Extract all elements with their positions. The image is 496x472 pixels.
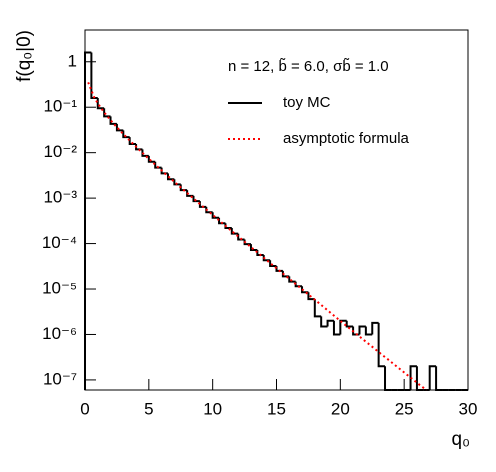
histogram-bin (384, 366, 392, 391)
x-axis-label: q₀ (452, 429, 470, 450)
histogram-bin (173, 179, 181, 186)
histogram-bin (166, 173, 175, 181)
histogram-bin (428, 365, 437, 390)
x-tick-label: 20 (331, 399, 350, 418)
y-axis-label: f(q₀|0) (14, 30, 35, 82)
histogram-bin (326, 319, 334, 327)
histogram-bin (122, 130, 130, 139)
histogram-bin (224, 223, 232, 230)
histogram-bin (435, 366, 443, 391)
histogram-bin (307, 292, 315, 301)
histogram-bin (332, 320, 341, 336)
histogram-bin (415, 366, 424, 391)
x-tick-label: 30 (459, 399, 478, 418)
histogram-bin (192, 195, 200, 203)
histogram-bin (345, 320, 354, 328)
histogram-bin (313, 299, 322, 318)
histogram-bin (103, 108, 111, 118)
histogram-bin (115, 123, 124, 132)
x-tick-label: 5 (144, 399, 153, 418)
histogram-bin (147, 155, 156, 163)
histogram-bin (364, 326, 373, 336)
histogram-bin (109, 116, 117, 125)
y-tick-label: 10⁻³ (43, 188, 77, 207)
histogram-bin (269, 260, 277, 268)
annotation: n = 12, b̃ = 6.0, σb̃ = 1.0 (228, 57, 389, 74)
histogram-bin (84, 51, 92, 390)
plot-frame (84, 29, 469, 391)
legend-label: asymptotic formula (283, 130, 410, 147)
histogram-bin (288, 276, 296, 283)
x-tick-label: 15 (267, 399, 286, 418)
histogram-bin (320, 316, 328, 328)
y-tick-label: 10⁻⁶ (42, 324, 77, 343)
histogram-bin (371, 321, 379, 335)
histogram-bin (90, 52, 98, 99)
histogram-bin (249, 244, 258, 252)
histogram-bin (339, 319, 347, 335)
formula-curve (87, 81, 428, 391)
y-tick-label: 10⁻⁴ (42, 233, 77, 252)
x-tick-label: 0 (80, 399, 89, 418)
histogram-bin (211, 212, 220, 219)
y-tick-label: 10⁻² (43, 142, 77, 161)
x-tick-label: 10 (203, 399, 222, 418)
y-tick-label: 1 (68, 51, 77, 70)
histogram-bin (230, 228, 239, 235)
y-tick-label: 10⁻¹ (43, 97, 77, 116)
histogram-bin (409, 365, 417, 390)
histogram-bin (96, 97, 105, 110)
y-tick-label: 10⁻⁵ (42, 279, 77, 298)
x-tick-label: 25 (395, 399, 414, 418)
histogram-bin (358, 325, 366, 335)
y-tick-label: 10⁻⁷ (43, 369, 77, 388)
legend-label: toy MC (283, 94, 331, 111)
histogram-bin (377, 322, 386, 368)
